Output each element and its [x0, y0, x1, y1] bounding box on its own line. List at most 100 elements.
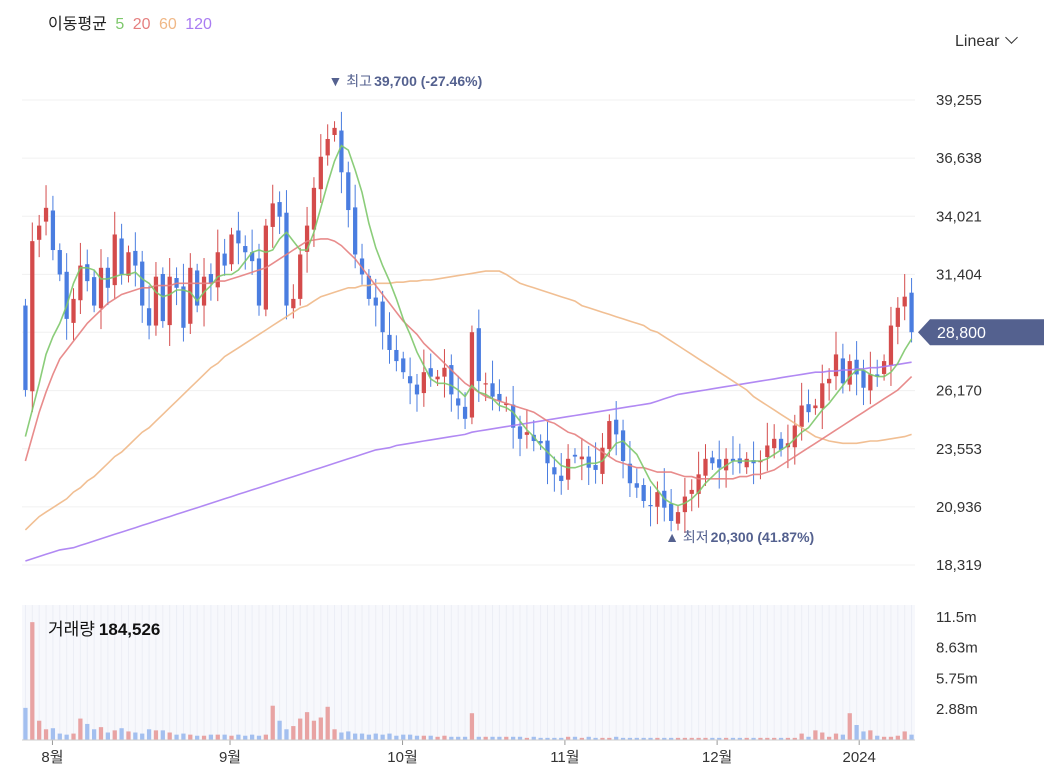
candle-body	[195, 270, 200, 306]
volume-tick-label: 11.5m	[936, 609, 977, 626]
volume-bar	[785, 737, 791, 740]
x-tick-label: 11월	[550, 749, 579, 766]
candle-body	[249, 252, 255, 262]
volume-bar	[263, 734, 268, 740]
candle-body	[30, 241, 35, 392]
volume-bar	[744, 737, 749, 740]
candle-body	[888, 325, 894, 366]
candle-body	[401, 358, 406, 373]
volume-value: 184,526	[98, 620, 161, 639]
volume-bar	[167, 732, 172, 740]
price-tick-label: 20,936	[936, 499, 982, 516]
volume-bar	[483, 736, 488, 740]
scale-selector[interactable]: Linear	[955, 31, 1019, 51]
candle-body	[524, 432, 530, 435]
price-tick-label: 26,170	[936, 383, 982, 400]
volume-bar	[298, 718, 303, 740]
volume-bar	[717, 737, 722, 740]
volume-bar	[765, 737, 770, 740]
volume-bar	[772, 737, 777, 740]
candle-body	[71, 298, 76, 323]
volume-bar	[256, 735, 262, 740]
x-tick-label: 2024	[843, 749, 876, 766]
legend-ma60: 60	[158, 16, 177, 33]
volume-bar	[600, 737, 605, 740]
volume-bar	[655, 737, 660, 740]
candle-body	[119, 238, 124, 275]
volume-bar	[634, 737, 639, 740]
candle-body	[112, 234, 117, 286]
candle-body	[655, 492, 660, 507]
candle-body	[43, 207, 49, 222]
volume-bar	[105, 732, 110, 740]
volume-bar	[85, 723, 90, 740]
candle-body	[620, 430, 626, 462]
candle-body	[442, 367, 447, 377]
candle-body	[772, 438, 777, 449]
volume-bar	[572, 736, 578, 740]
candle-body	[332, 127, 337, 135]
volume-bar	[325, 706, 330, 740]
volume-bar	[153, 730, 159, 740]
candle-body	[840, 358, 846, 384]
candle-body	[98, 267, 104, 309]
volume-bar	[339, 732, 344, 740]
volume-bar	[682, 737, 688, 740]
candle-body	[710, 457, 715, 464]
candle-body	[91, 277, 97, 306]
volume-bar	[476, 736, 481, 740]
candle-body	[490, 383, 495, 397]
volume-bar	[133, 732, 138, 740]
candle-body	[181, 286, 186, 328]
volume-bar	[201, 735, 207, 740]
candle-body	[428, 368, 433, 377]
candle-body	[552, 467, 557, 475]
candle-body	[236, 230, 241, 244]
volume-bar	[504, 736, 509, 740]
volume-bar	[249, 734, 255, 740]
candle-body	[909, 292, 914, 333]
volume-bar	[394, 735, 399, 740]
volume-bar	[229, 735, 234, 740]
scale-selector-label: Linear	[955, 33, 1000, 50]
candle-body	[634, 483, 639, 488]
candle-body	[304, 225, 310, 252]
candle-body	[497, 393, 502, 402]
volume-bar	[813, 730, 818, 740]
volume-bar	[50, 728, 56, 740]
legend-ma120: 120	[185, 16, 212, 33]
volume-bar	[895, 735, 900, 740]
volume-bar	[799, 733, 804, 740]
candle-body	[579, 456, 584, 460]
candle-body	[414, 384, 420, 395]
volume-bar	[497, 736, 502, 740]
volume-bar	[586, 736, 591, 740]
volume-bar	[366, 734, 372, 740]
volume-bar	[195, 735, 200, 740]
candle-body	[765, 445, 770, 458]
candle-body	[140, 261, 145, 306]
candle-body	[449, 365, 454, 395]
candle-body	[902, 296, 907, 307]
volume-bar	[284, 729, 289, 740]
candle-body	[614, 419, 619, 435]
candle-body	[881, 361, 887, 374]
volume-bar	[236, 734, 241, 740]
price-tick-label: 23,553	[936, 441, 982, 458]
candle-body	[504, 403, 509, 406]
candle-body	[50, 210, 56, 251]
price-tick-label: 36,638	[936, 150, 982, 167]
candle-body	[133, 250, 138, 266]
candle-body	[325, 138, 330, 156]
candle-body	[669, 503, 674, 522]
volume-bar	[909, 734, 914, 740]
volume-bar	[442, 735, 447, 740]
candle-body	[854, 359, 859, 375]
candle-body	[380, 301, 385, 333]
volume-bar	[861, 731, 866, 740]
volume-bar	[703, 737, 708, 740]
candle-body	[483, 383, 488, 385]
candle-body	[270, 203, 275, 227]
candle-body	[531, 434, 536, 442]
